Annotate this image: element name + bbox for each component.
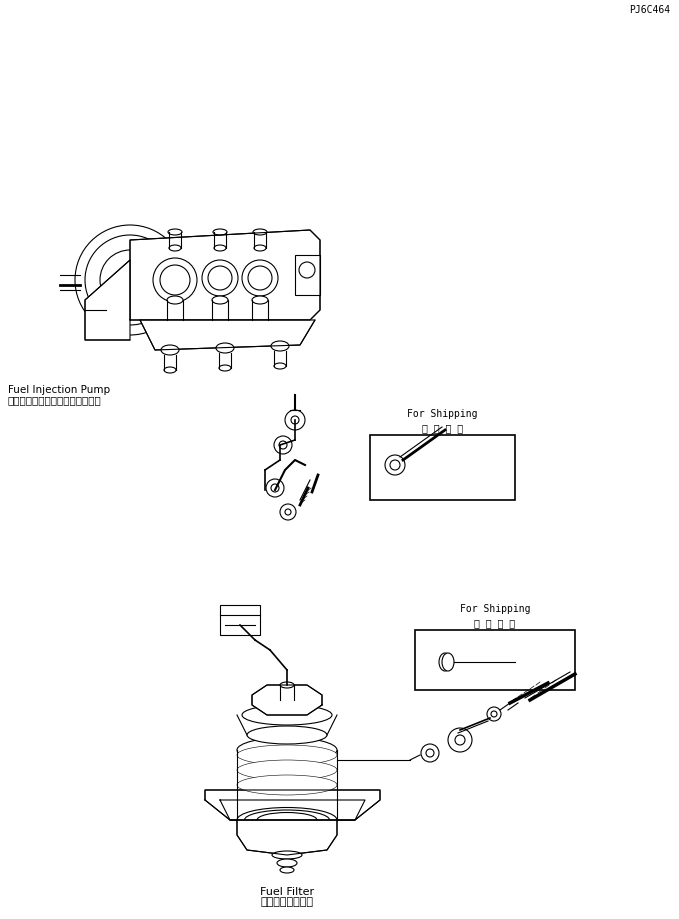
Ellipse shape — [237, 760, 337, 780]
Circle shape — [75, 225, 185, 335]
Ellipse shape — [274, 363, 286, 369]
Polygon shape — [205, 790, 380, 820]
Ellipse shape — [253, 229, 267, 235]
Polygon shape — [220, 800, 365, 820]
Bar — [370, 435, 515, 500]
Circle shape — [426, 749, 434, 757]
Ellipse shape — [212, 296, 228, 304]
Ellipse shape — [237, 775, 337, 795]
Text: フェエルフィルタ: フェエルフィルタ — [261, 897, 314, 907]
Ellipse shape — [237, 738, 337, 763]
Circle shape — [487, 707, 501, 721]
Circle shape — [85, 235, 175, 325]
Circle shape — [285, 410, 305, 430]
Text: 運 搞 部 品: 運 搞 部 品 — [422, 423, 463, 433]
Circle shape — [274, 436, 292, 454]
Ellipse shape — [252, 296, 268, 304]
Circle shape — [242, 260, 278, 296]
Polygon shape — [130, 230, 320, 320]
Ellipse shape — [161, 345, 179, 355]
Ellipse shape — [213, 229, 227, 235]
Text: PJ6C464: PJ6C464 — [629, 5, 670, 15]
Bar — [295, 255, 320, 295]
Ellipse shape — [280, 867, 294, 873]
Ellipse shape — [237, 808, 337, 833]
Ellipse shape — [244, 810, 329, 830]
Circle shape — [266, 479, 284, 497]
Circle shape — [421, 744, 439, 762]
Ellipse shape — [169, 245, 181, 251]
Circle shape — [448, 728, 472, 752]
Circle shape — [202, 260, 238, 296]
Circle shape — [390, 460, 400, 470]
Ellipse shape — [219, 365, 231, 371]
Polygon shape — [237, 820, 337, 855]
Circle shape — [280, 504, 296, 520]
Circle shape — [285, 509, 291, 515]
Ellipse shape — [167, 296, 183, 304]
Text: For Shipping: For Shipping — [407, 409, 478, 419]
Circle shape — [100, 250, 160, 310]
Ellipse shape — [254, 245, 266, 251]
Ellipse shape — [280, 682, 294, 688]
Circle shape — [248, 266, 272, 290]
Ellipse shape — [247, 726, 327, 744]
Polygon shape — [140, 320, 315, 350]
Text: Fuel Filter: Fuel Filter — [260, 887, 314, 897]
Bar — [415, 630, 575, 690]
Bar — [220, 605, 260, 635]
Ellipse shape — [442, 653, 454, 671]
Ellipse shape — [214, 245, 226, 251]
Ellipse shape — [271, 341, 289, 351]
Ellipse shape — [237, 745, 337, 765]
Text: Fuel Injection Pump: Fuel Injection Pump — [8, 385, 110, 395]
Circle shape — [291, 416, 299, 424]
Text: 運 搞 部 品: 運 搞 部 品 — [475, 618, 515, 628]
Circle shape — [160, 265, 190, 295]
Ellipse shape — [272, 851, 302, 859]
Circle shape — [491, 711, 497, 717]
Polygon shape — [85, 260, 130, 340]
Ellipse shape — [439, 653, 451, 671]
Polygon shape — [252, 685, 322, 715]
Circle shape — [271, 484, 279, 492]
Circle shape — [455, 735, 465, 745]
Circle shape — [299, 262, 315, 278]
Ellipse shape — [242, 705, 332, 725]
Circle shape — [153, 258, 197, 302]
Circle shape — [385, 455, 405, 475]
Circle shape — [208, 266, 232, 290]
Ellipse shape — [164, 367, 176, 373]
Ellipse shape — [168, 229, 182, 235]
Ellipse shape — [277, 859, 297, 867]
Text: For Shipping: For Shipping — [460, 604, 530, 614]
Ellipse shape — [216, 343, 234, 353]
Text: フェエルインジェクションポンプ: フェエルインジェクションポンプ — [8, 395, 102, 405]
Circle shape — [279, 441, 287, 449]
Ellipse shape — [257, 812, 317, 827]
